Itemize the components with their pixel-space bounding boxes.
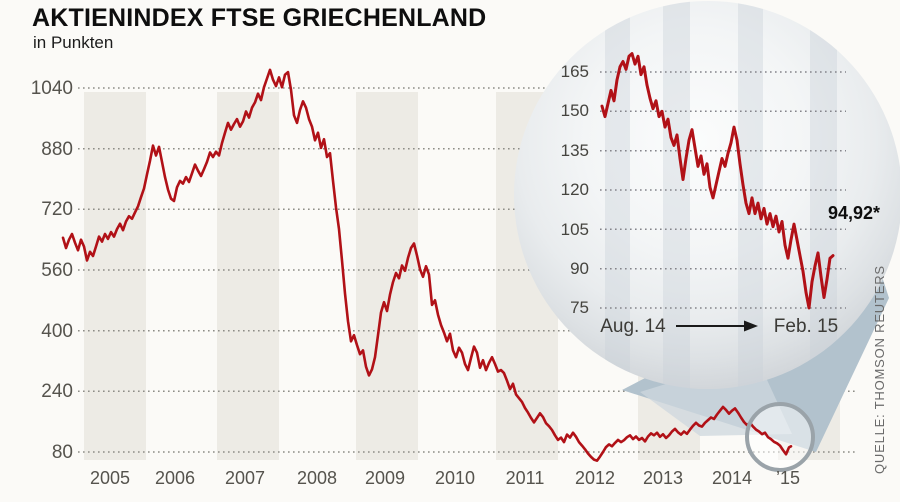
inset-y-tick-165: 165 xyxy=(560,62,589,81)
x-tick-2013: 2013 xyxy=(642,468,684,488)
inset-band-2 xyxy=(663,1,690,389)
page-title: AKTIENINDEX FTSE GRIECHENLAND xyxy=(32,4,487,32)
y-tick-400: 400 xyxy=(41,321,73,342)
inset-y-tick-150: 150 xyxy=(560,101,589,120)
inset-x-end-label: Feb. 15 xyxy=(773,316,839,337)
x-tick-2012: 2012 xyxy=(574,468,616,488)
x-tick-2007: 2007 xyxy=(224,468,266,488)
time-arrow-icon xyxy=(676,320,758,332)
inset-y-tick-90: 90 xyxy=(570,259,589,278)
x-tick-2015: ’15 xyxy=(775,468,801,488)
main-price-line xyxy=(61,68,793,463)
inset-price-line xyxy=(600,52,835,310)
x-tick-2009: 2009 xyxy=(364,468,406,488)
x-tick-2011: 2011 xyxy=(505,468,545,488)
x-tick-2008: 2008 xyxy=(296,468,338,488)
inset-y-tick-135: 135 xyxy=(560,141,589,160)
x-tick-2005: 2005 xyxy=(89,468,131,488)
x-tick-2006: 2006 xyxy=(154,468,196,488)
x-tick-2010: 2010 xyxy=(434,468,476,488)
y-tick-720: 720 xyxy=(41,199,73,220)
y-tick-1040: 1040 xyxy=(30,78,73,99)
inset-y-tick-105: 105 xyxy=(560,220,589,239)
page-subtitle: in Punkten xyxy=(33,33,114,52)
y-tick-880: 880 xyxy=(41,139,73,160)
inset-x-start-label: Aug. 14 xyxy=(600,316,666,337)
arrow-head xyxy=(744,320,758,332)
y-tick-560: 560 xyxy=(41,260,73,281)
inset-y-tick-120: 120 xyxy=(560,180,589,199)
last-value-label: 94,92* xyxy=(827,203,880,223)
y-tick-80: 80 xyxy=(51,442,73,463)
source-credit: QUELLE: THOMSON REUTERS xyxy=(872,265,887,474)
magnifier-target-fill xyxy=(747,404,813,470)
year-band-2009 xyxy=(356,92,418,460)
y-tick-240: 240 xyxy=(41,381,73,402)
year-band-2007 xyxy=(217,92,279,460)
inset-y-tick-75: 75 xyxy=(570,298,589,317)
magnifier-target-ring xyxy=(745,402,815,472)
year-band-2005 xyxy=(84,92,146,460)
inset-band-4 xyxy=(810,1,837,389)
x-tick-2014: 2014 xyxy=(711,468,753,488)
